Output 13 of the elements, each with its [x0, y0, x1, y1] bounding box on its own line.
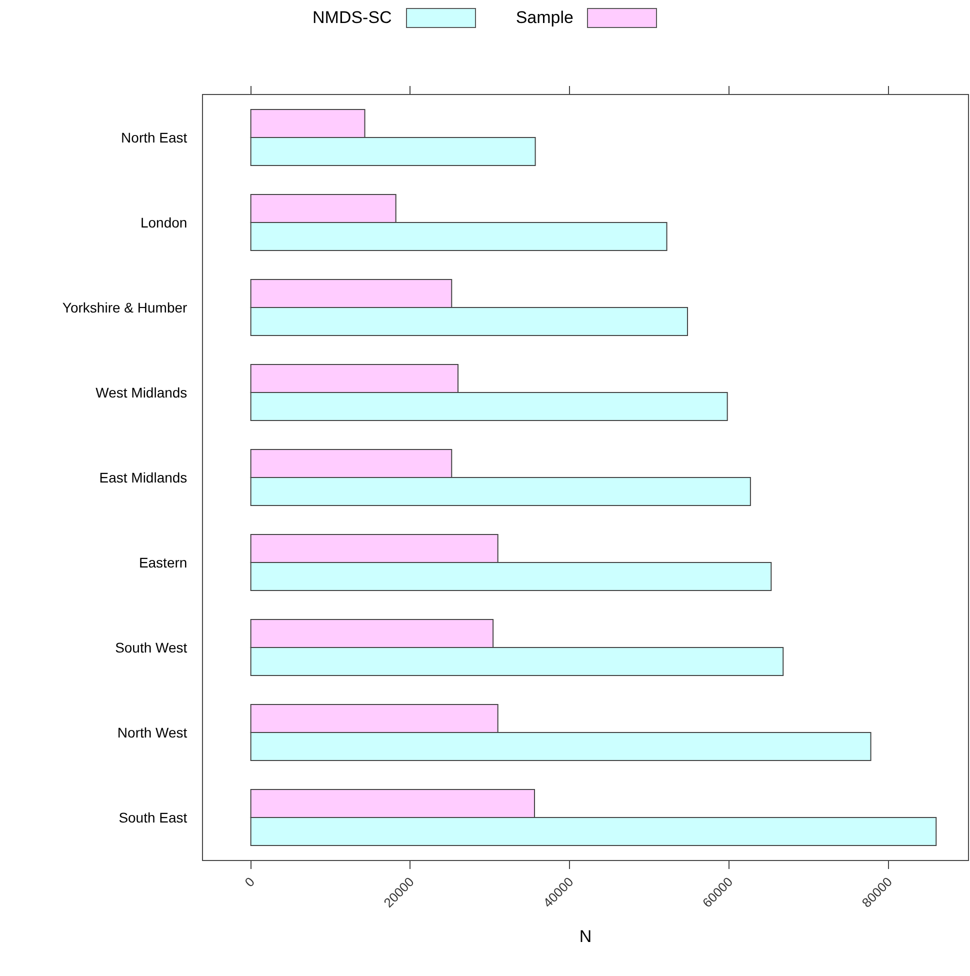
y-tick-label: West Midlands — [96, 384, 188, 400]
y-tick-label: Yorkshire & Humber — [62, 299, 188, 316]
y-tick-label: Eastern — [138, 554, 188, 570]
y-tick-label: East Midlands — [99, 469, 188, 486]
y-tick-label: South East — [118, 809, 188, 826]
legend-label: Sample — [516, 8, 574, 28]
y-tick-label: North East — [121, 129, 188, 146]
y-tick-label: North West — [117, 724, 188, 740]
x-axis-title: N — [579, 926, 592, 946]
y-tick-label: London — [140, 214, 188, 230]
y-tick-label: South West — [115, 639, 188, 656]
legend-label: NMDS-SC — [312, 8, 392, 28]
x-tick-label: 0 — [242, 874, 258, 890]
